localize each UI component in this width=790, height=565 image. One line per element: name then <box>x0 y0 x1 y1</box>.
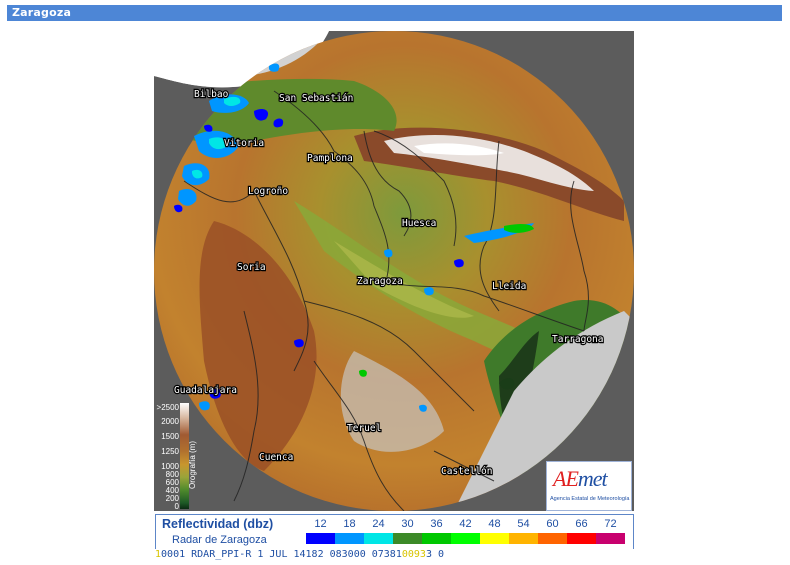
city-label: Cuenca <box>259 452 293 463</box>
scale-value: 48 <box>488 518 501 530</box>
status-overlay: 0093 <box>401 549 426 560</box>
orography-legend: >2500 2000 1500 1250 1000 800 600 400 20… <box>154 401 206 511</box>
scale-value: 30 <box>401 518 414 530</box>
aemet-logo-text: AEmet <box>553 466 608 491</box>
orography-value: 200 <box>165 494 179 503</box>
scale-value: 24 <box>372 518 385 530</box>
city-label: Pamplona <box>307 153 353 164</box>
title-bar: Zaragoza <box>7 5 782 21</box>
city-label: Vitoria <box>224 138 264 149</box>
scale-color-bar <box>306 533 625 544</box>
scale-value: 42 <box>459 518 472 530</box>
province-borders <box>183 90 589 511</box>
orography-value: 0 <box>174 502 179 511</box>
orography-value: 600 <box>165 478 179 487</box>
city-label: Guadalajara <box>174 385 237 396</box>
city-label: Logroño <box>248 186 288 197</box>
scale-values: 12 18 24 30 36 42 48 54 60 66 72 <box>306 518 625 530</box>
scale-swatch <box>538 533 567 544</box>
orography-value: 800 <box>165 470 179 479</box>
scale-swatch <box>335 533 364 544</box>
orography-value: 1250 <box>161 447 179 456</box>
scale-value: 12 <box>314 518 327 530</box>
page-title: Zaragoza <box>12 6 72 19</box>
orography-value: 2000 <box>161 417 179 426</box>
aemet-logo: AEmet Agencia Estatal de Meteorología <box>546 461 632 511</box>
copyright-text: Agencia Estatal de Meteorología <box>174 35 305 45</box>
city-label: Teruel <box>347 423 381 434</box>
status-prefix: 1 <box>155 549 162 560</box>
orography-value: >2500 <box>156 403 179 412</box>
orography-value: 1000 <box>161 462 179 471</box>
legend-title: Reflectividad (dbz) <box>162 517 274 531</box>
copyright-notice: C Agencia Estatal de Meteorología <box>158 34 304 47</box>
scale-swatch <box>393 533 422 544</box>
city-label: San Sebastián <box>279 93 353 104</box>
status-line: 10001 RDAR_PPI-R 1 JUL 14182 083000 0738… <box>155 549 634 561</box>
radar-map: San Sebastián Bilbao Vitoria Pamplona Lo… <box>154 31 634 511</box>
scale-value: 72 <box>604 518 617 530</box>
copyright-icon: C <box>158 34 171 47</box>
city-label: Zaragoza <box>357 276 403 287</box>
radar-map-canvas: San Sebastián Bilbao Vitoria Pamplona Lo… <box>154 31 634 511</box>
scale-swatch <box>480 533 509 544</box>
scale-swatch <box>451 533 480 544</box>
city-label: Huesca <box>402 218 436 229</box>
scale-swatch <box>509 533 538 544</box>
scale-swatch <box>596 533 625 544</box>
legend-subtitle: Radar de Zaragoza <box>172 534 267 546</box>
scale-swatch <box>422 533 451 544</box>
status-suffix: 3 0 <box>425 549 445 560</box>
scale-value: 60 <box>546 518 559 530</box>
radar-echoes <box>174 63 534 412</box>
city-label: Soria <box>237 262 266 273</box>
city-label: Lleida <box>492 281 526 292</box>
scale-swatch <box>306 533 335 544</box>
orography-color-bar <box>180 403 189 509</box>
aemet-logo-subtitle: Agencia Estatal de Meteorología <box>550 496 630 502</box>
status-text: 0001 RDAR_PPI-R 1 JUL 14182 083000 07381 <box>161 549 402 560</box>
city-label: Bilbao <box>194 89 229 100</box>
reflectivity-legend: Reflectividad (dbz) Radar de Zaragoza 12… <box>155 514 634 550</box>
scale-value: 18 <box>343 518 356 530</box>
city-labels: San Sebastián Bilbao Vitoria Pamplona Lo… <box>173 88 605 478</box>
city-label: Tarragona <box>552 334 603 345</box>
scale-value: 54 <box>517 518 530 530</box>
orography-axis-label: Orografía (m) <box>188 440 197 489</box>
scale-swatch <box>364 533 393 544</box>
city-label: Castellón <box>441 466 492 477</box>
orography-value: 400 <box>165 486 179 495</box>
orography-value: 1500 <box>161 432 179 441</box>
scale-swatch <box>567 533 596 544</box>
scale-value: 66 <box>575 518 588 530</box>
scale-value: 36 <box>430 518 443 530</box>
